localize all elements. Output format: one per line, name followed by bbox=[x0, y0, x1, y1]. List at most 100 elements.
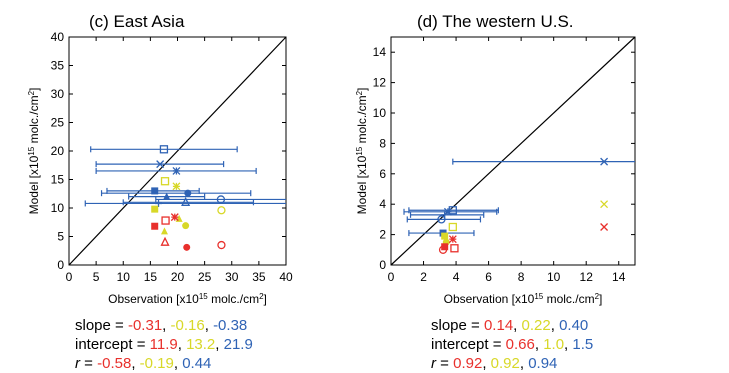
data-point-yellow-6-shape bbox=[600, 200, 609, 209]
x-tick-label: 14 bbox=[612, 270, 626, 284]
data-point-blue-6-shape bbox=[181, 196, 191, 206]
data-point-blue-0 bbox=[600, 157, 609, 166]
chart-title: (d) The western U.S. bbox=[417, 12, 574, 31]
plot-frame bbox=[390, 36, 636, 266]
data-point-red-18 bbox=[151, 222, 159, 230]
units-text: ] bbox=[27, 88, 41, 91]
chart-panel-0: 0 5 10 15 20 25 30 35 40 0 5 10 15 20 25 30 35 40 (c) East… bbox=[27, 12, 293, 306]
r-label: r bbox=[75, 355, 80, 372]
data-point-yellow-14-shape bbox=[160, 227, 168, 235]
y-tick-label: 0 bbox=[57, 258, 64, 272]
r-eq: = bbox=[436, 355, 454, 372]
data-point-red-14 bbox=[450, 244, 459, 253]
units-superscript: 2 bbox=[259, 292, 264, 301]
slope-blue: -0.38 bbox=[213, 317, 248, 334]
r-red: -0.58 bbox=[97, 355, 132, 372]
slope-red: 0.14 bbox=[483, 317, 514, 334]
data-point-yellow-11 bbox=[151, 205, 159, 213]
data-point-blue-6 bbox=[181, 196, 191, 206]
data-point-blue-2-shape bbox=[172, 166, 181, 175]
data-point-yellow-13-shape bbox=[182, 222, 190, 230]
x-tick-label: 30 bbox=[225, 270, 239, 284]
data-point-red-11-shape bbox=[448, 235, 457, 244]
sep: , bbox=[173, 355, 183, 372]
data-point-blue-0-shape bbox=[159, 145, 169, 154]
slope-label: slope = bbox=[75, 317, 128, 334]
units-text: molc./cm bbox=[355, 95, 369, 146]
x-tick-label: 0 bbox=[66, 270, 73, 284]
intercept-red: 0.66 bbox=[505, 336, 535, 353]
y-tick-label: 40 bbox=[51, 30, 65, 44]
data-point-blue-8-shape bbox=[155, 199, 163, 207]
data-layer bbox=[84, 145, 286, 251]
x-tick-label: 2 bbox=[420, 270, 427, 284]
y-tick-label: 14 bbox=[373, 45, 387, 59]
data-point-yellow-15-shape bbox=[217, 206, 226, 215]
data-point-blue-5-shape bbox=[163, 192, 171, 200]
y-axis-label: Model [x1015 molc./cm2] bbox=[355, 88, 370, 215]
data-point-blue-3 bbox=[151, 187, 159, 195]
x-tick-label: 10 bbox=[547, 270, 561, 284]
data-point-red-13 bbox=[438, 245, 448, 254]
x-tick-label: 10 bbox=[117, 270, 131, 284]
x-tick-label: 5 bbox=[93, 270, 100, 284]
x-tick-label: 40 bbox=[279, 270, 293, 284]
stats-east-asia: slope = -0.31, -0.16, -0.38 intercept = … bbox=[75, 316, 253, 373]
data-layer bbox=[403, 157, 635, 254]
r-blue: 0.44 bbox=[182, 355, 212, 372]
data-point-blue-3-shape bbox=[151, 187, 159, 195]
data-point-red-19-shape bbox=[160, 236, 170, 246]
data-point-red-20 bbox=[183, 243, 191, 251]
slope-row: slope = 0.14, 0.22, 0.40 bbox=[431, 316, 593, 335]
r-row: r = -0.58, -0.19, 0.44 bbox=[75, 354, 253, 373]
y-tick-label: 35 bbox=[51, 59, 65, 73]
data-point-yellow-15 bbox=[217, 206, 226, 215]
units-superscript: 15 bbox=[355, 146, 364, 155]
data-point-yellow-10 bbox=[172, 182, 181, 191]
slope-row: slope = -0.31, -0.16, -0.38 bbox=[75, 316, 253, 335]
slope-label: slope = bbox=[431, 317, 484, 334]
y-axis-name: Model bbox=[355, 178, 369, 214]
data-point-yellow-11-shape bbox=[151, 205, 159, 213]
one-to-one-line bbox=[68, 36, 287, 266]
sep: , bbox=[564, 336, 573, 353]
x-tick-label: 25 bbox=[198, 270, 212, 284]
sep: , bbox=[513, 317, 522, 334]
sep: , bbox=[519, 355, 529, 372]
r-label: r bbox=[431, 355, 436, 372]
units-superscript: 15 bbox=[534, 292, 543, 301]
x-axis-label: Observation [x1015 molc./cm2] bbox=[108, 292, 267, 307]
sep: , bbox=[204, 317, 214, 334]
units-text: [x10 bbox=[176, 292, 199, 306]
data-point-yellow-8-shape bbox=[441, 232, 449, 240]
one-to-one-line bbox=[390, 36, 636, 266]
units-text: ] bbox=[355, 88, 369, 91]
y-tick-label: 30 bbox=[51, 87, 65, 101]
data-point-blue-1-shape bbox=[156, 160, 165, 169]
data-point-red-17 bbox=[161, 216, 170, 225]
stats-western-us: slope = 0.14, 0.22, 0.40 intercept = 0.6… bbox=[431, 316, 593, 373]
data-point-red-21-shape bbox=[217, 240, 226, 250]
data-point-yellow-13 bbox=[182, 222, 190, 230]
units-superscript: 15 bbox=[199, 292, 208, 301]
units-text: [x10 bbox=[355, 155, 369, 178]
data-point-blue-4 bbox=[437, 215, 446, 224]
data-point-blue-1 bbox=[156, 160, 165, 169]
data-point-yellow-8 bbox=[441, 232, 449, 240]
sep: , bbox=[482, 355, 491, 372]
x-tick-label: 12 bbox=[580, 270, 594, 284]
intercept-blue: 21.9 bbox=[223, 336, 253, 353]
units-superscript: 15 bbox=[27, 146, 36, 155]
data-point-red-16 bbox=[170, 213, 179, 222]
data-point-blue-2 bbox=[443, 207, 452, 216]
units-text: molc./cm bbox=[543, 292, 594, 306]
sep: , bbox=[177, 336, 187, 353]
y-tick-label: 15 bbox=[51, 173, 65, 187]
data-point-yellow-7 bbox=[448, 222, 457, 232]
x-axis-label: Observation [x1015 molc./cm2] bbox=[444, 292, 603, 307]
x-tick-label: 15 bbox=[144, 270, 158, 284]
y-tick-label: 8 bbox=[379, 136, 386, 150]
y-tick-label: 12 bbox=[373, 76, 387, 90]
data-point-red-11 bbox=[448, 235, 457, 244]
